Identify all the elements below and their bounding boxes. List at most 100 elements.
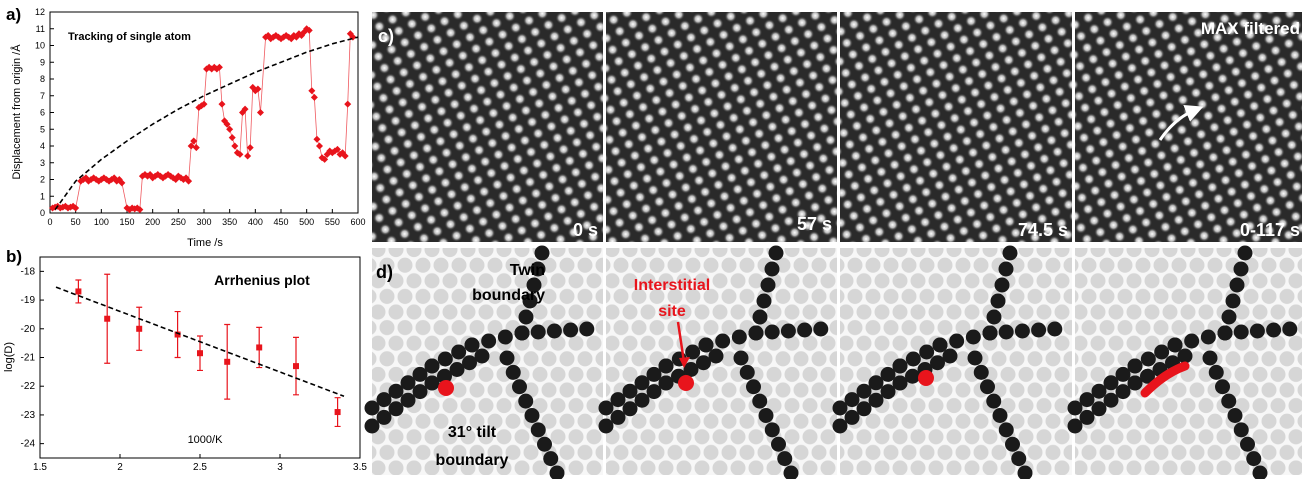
fit-line: [55, 37, 358, 210]
boundary-atom: [968, 351, 983, 366]
boundary-atom: [777, 451, 792, 466]
boundary-atom: [759, 408, 774, 423]
y-tick-label: 8: [40, 74, 45, 84]
boundary-atom: [999, 422, 1014, 437]
boundary-atom: [438, 352, 453, 367]
boundary-atom: [525, 408, 540, 423]
data-point: [224, 359, 230, 365]
boundary-atom: [518, 394, 533, 409]
boundary-atom: [732, 330, 747, 345]
data-point: [136, 326, 142, 332]
boundary-atom: [519, 310, 534, 325]
boundary-atom: [1141, 352, 1156, 367]
boundary-atom: [1240, 437, 1255, 452]
boundary-atom: [531, 325, 546, 340]
boundary-atom: [1080, 410, 1095, 425]
boundary-atom: [869, 393, 884, 408]
boundary-atom: [512, 379, 527, 394]
boundary-atom: [813, 322, 828, 337]
boundary-atom: [599, 419, 614, 434]
boundary-atom: [537, 437, 552, 452]
boundary-atom: [740, 365, 755, 380]
boundary-atom: [1230, 278, 1245, 293]
data-point: [218, 101, 225, 108]
y-tick-label: 12: [35, 7, 45, 17]
panel-label: c): [378, 26, 394, 46]
boundary-atom: [991, 294, 1006, 309]
x-tick-label: 600: [350, 217, 365, 227]
boundary-atom: [635, 393, 650, 408]
y-tick-label: 9: [40, 57, 45, 67]
boundary-atom: [1201, 330, 1216, 345]
boundary-atom: [1234, 422, 1249, 437]
boundary-atom: [1031, 323, 1046, 338]
data-point: [257, 109, 264, 116]
boundary-atom: [475, 349, 490, 364]
boundary-atom: [623, 401, 638, 416]
x-tick-label: 250: [171, 217, 186, 227]
boundary-atom: [1047, 322, 1062, 337]
boundary-atom: [769, 246, 784, 261]
x-tick-label: 50: [71, 217, 81, 227]
data-point: [313, 136, 320, 143]
interstitial-atom: [438, 380, 454, 396]
chart-title: Tracking of single atom: [68, 31, 191, 43]
boundary-atom: [389, 401, 404, 416]
boundary-atom: [365, 401, 380, 416]
boundary-atom: [1228, 408, 1243, 423]
data-point: [104, 316, 110, 322]
annotation: 31° tilt: [448, 424, 497, 441]
x-tick-label: 2.5: [193, 462, 207, 473]
y-tick-label: 4: [40, 141, 45, 151]
panel-label: d): [376, 262, 393, 282]
data-point: [316, 143, 323, 150]
y-tick-label: 11: [36, 24, 45, 34]
annotation: boundary: [472, 287, 545, 304]
y-tick-label: -22: [21, 381, 36, 392]
y-tick-label: -18: [21, 266, 36, 277]
boundary-atom: [1178, 349, 1193, 364]
x-tick-label: 3.5: [353, 462, 367, 473]
data-point: [344, 101, 351, 108]
x-tick-label: 2: [117, 462, 123, 473]
time-label: 57 s: [797, 214, 832, 234]
boundary-atom: [761, 278, 776, 293]
boundary-atom: [765, 262, 780, 277]
x-tick-label: 150: [119, 217, 134, 227]
boundary-atom: [1068, 419, 1083, 434]
boundary-atom: [995, 278, 1010, 293]
data-point: [293, 363, 299, 369]
boundary-atom: [765, 325, 780, 340]
boundary-atom: [749, 326, 764, 341]
stem-image: [1075, 12, 1302, 242]
annotation: Interstitial: [634, 277, 710, 294]
boundary-atom: [833, 401, 848, 416]
filter-note: MAX filtered: [1201, 19, 1300, 38]
boundary-atom: [500, 351, 515, 366]
panel-label: b): [6, 247, 22, 266]
boundary-atom: [765, 422, 780, 437]
boundary-atom: [1116, 384, 1131, 399]
boundary-atom: [401, 393, 416, 408]
boundary-atom: [1266, 323, 1281, 338]
boundary-atom: [1246, 451, 1261, 466]
boundary-atom: [498, 330, 513, 345]
boundary-atom: [481, 334, 496, 349]
x-tick-label: 450: [273, 217, 288, 227]
boundary-atom: [1282, 322, 1297, 337]
boundary-atom: [1184, 334, 1199, 349]
data-point: [256, 344, 262, 350]
boundary-atom: [1104, 393, 1119, 408]
y-tick-label: -20: [21, 324, 36, 335]
time-label: 74.5 s: [1018, 220, 1068, 240]
boundary-atom: [377, 410, 392, 425]
boundary-atom: [535, 246, 550, 261]
boundary-atom: [547, 324, 562, 339]
boundary-atom: [966, 330, 981, 345]
boundary-atom: [1218, 326, 1233, 341]
boundary-atom: [579, 322, 594, 337]
time-label: 0-117 s: [1240, 220, 1300, 240]
boundary-atom: [797, 323, 812, 338]
boundary-atom: [1234, 262, 1249, 277]
y-tick-label: 2: [40, 175, 45, 185]
